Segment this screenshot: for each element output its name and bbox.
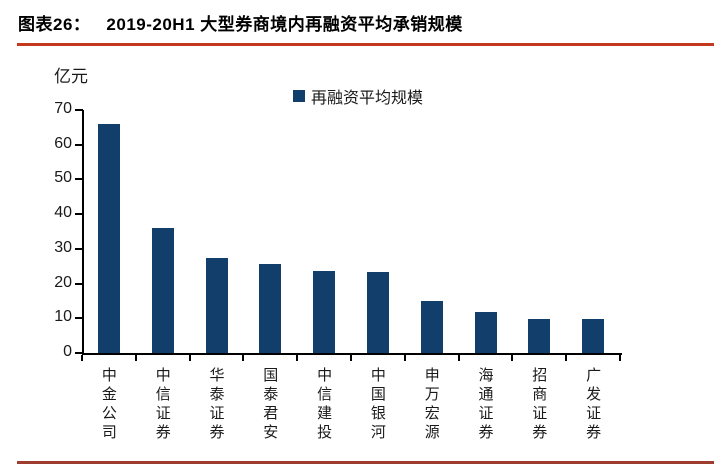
x-category-label: 华泰证券 [207, 367, 224, 443]
title-underline-rule [17, 43, 714, 46]
y-tick-mark [75, 109, 83, 111]
y-tick-mark [75, 143, 83, 146]
x-category-label: 中信证券 [153, 367, 170, 443]
legend-label: 再融资平均规模 [311, 90, 424, 107]
y-tick-label: 40 [54, 204, 72, 222]
x-tick-mark [81, 355, 83, 361]
x-tick-mark [457, 355, 460, 361]
bar [366, 272, 389, 353]
bar [528, 318, 551, 353]
y-tick-mark [75, 213, 83, 216]
x-tick-mark [565, 355, 568, 361]
x-category-label: 中信建投 [315, 367, 332, 443]
bar [313, 271, 336, 353]
x-tick-mark [296, 355, 299, 361]
y-axis-line [82, 110, 84, 355]
bar [420, 300, 443, 353]
y-tick-label: 0 [63, 343, 72, 360]
y-tick-mark [75, 247, 83, 250]
x-axis-line [82, 353, 622, 355]
y-tick-mark [75, 282, 83, 285]
y-tick-mark [75, 317, 83, 320]
bar [151, 228, 174, 353]
bar [205, 258, 228, 353]
y-tick-label: 20 [54, 273, 72, 291]
bar [582, 318, 605, 353]
x-tick-mark [403, 355, 406, 361]
y-tick-label: 30 [54, 238, 72, 256]
x-category-label: 中国银河 [368, 367, 385, 443]
x-category-label: 海通证券 [476, 367, 493, 443]
x-tick-mark [350, 355, 352, 361]
x-tick-mark [511, 355, 514, 361]
x-category-label: 申万宏源 [422, 367, 439, 443]
bar [259, 264, 282, 353]
y-axis-unit-label: 亿元 [54, 67, 88, 86]
footer-rule [17, 461, 714, 464]
figure-number-label: 图表26： [18, 15, 91, 34]
x-tick-mark [188, 355, 191, 361]
x-tick-mark [242, 355, 245, 361]
y-tick-mark [75, 352, 83, 354]
x-category-label: 招商证券 [530, 367, 547, 443]
figure-title: 2019-20H1 大型券商境内再融资平均承销规模 [106, 15, 463, 34]
y-tick-label: 60 [54, 134, 72, 152]
x-category-label: 中金公司 [99, 367, 116, 443]
x-tick-mark [619, 355, 621, 361]
y-tick-label: 70 [54, 100, 72, 117]
x-category-label: 广发证券 [584, 367, 601, 443]
legend: 再融资平均规模 [293, 84, 423, 108]
y-tick-mark [75, 178, 83, 181]
x-tick-mark [134, 355, 137, 361]
figure-header: 图表26： 2019-20H1 大型券商境内再融资平均承销规模 [18, 10, 463, 35]
bar [474, 312, 497, 353]
y-tick-label: 50 [54, 169, 72, 187]
legend-marker-square [293, 90, 305, 102]
bar [97, 123, 120, 353]
y-tick-label: 10 [54, 308, 72, 326]
x-category-label: 国泰君安 [261, 367, 278, 443]
